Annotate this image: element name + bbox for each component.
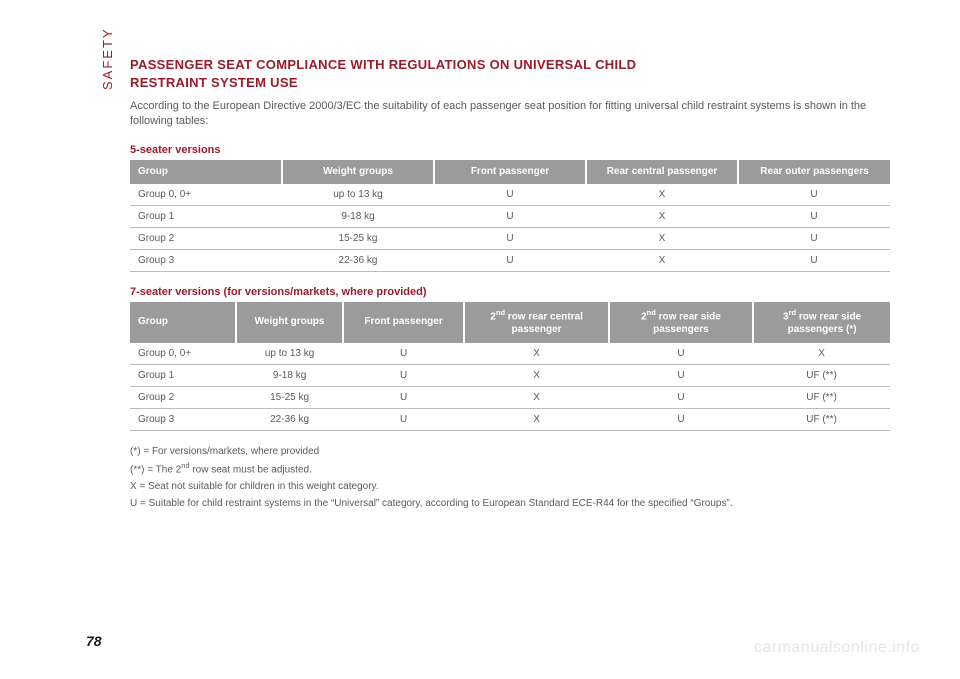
footnote-4: U = Suitable for child restraint systems… <box>130 497 890 512</box>
table-cell: up to 13 kg <box>236 343 342 365</box>
table-cell: U <box>343 343 465 365</box>
page-title: PASSENGER SEAT COMPLIANCE WITH REGULATIO… <box>130 56 890 91</box>
table-cell: X <box>464 408 608 430</box>
table-cell: U <box>609 343 753 365</box>
table-cell: UF (**) <box>753 386 890 408</box>
table-cell: up to 13 kg <box>282 184 434 206</box>
table-7-seater: GroupWeight groupsFront passenger2nd row… <box>130 302 890 430</box>
table-cell: 15-25 kg <box>282 228 434 250</box>
table-row: Group 215-25 kgUXU <box>130 228 890 250</box>
table-cell: U <box>343 364 465 386</box>
table-cell: U <box>434 228 586 250</box>
table-cell: U <box>609 364 753 386</box>
table-cell: U <box>343 408 465 430</box>
table-row: Group 0, 0+up to 13 kgUXU <box>130 184 890 206</box>
table-cell: Group 0, 0+ <box>130 343 236 365</box>
page-number: 78 <box>86 633 102 649</box>
table-cell: 22-36 kg <box>282 250 434 272</box>
table5-heading: 5-seater versions <box>130 144 890 156</box>
table-cell: 15-25 kg <box>236 386 342 408</box>
title-line-1: PASSENGER SEAT COMPLIANCE WITH REGULATIO… <box>130 57 636 72</box>
table-cell: U <box>609 408 753 430</box>
table-cell: U <box>738 228 890 250</box>
table-cell: 9-18 kg <box>282 206 434 228</box>
table-row: Group 19-18 kgUXU <box>130 206 890 228</box>
col-header: Group <box>130 160 282 185</box>
table-cell: U <box>434 184 586 206</box>
table-cell: Group 1 <box>130 364 236 386</box>
table-cell: 9-18 kg <box>236 364 342 386</box>
table-cell: Group 2 <box>130 228 282 250</box>
table-cell: U <box>434 250 586 272</box>
col-header: Front passenger <box>434 160 586 185</box>
table-cell: Group 1 <box>130 206 282 228</box>
col-header: 2nd row rear side passengers <box>609 302 753 342</box>
table-cell: U <box>738 250 890 272</box>
title-line-2: RESTRAINT SYSTEM USE <box>130 75 298 90</box>
page-content: PASSENGER SEAT COMPLIANCE WITH REGULATIO… <box>130 56 890 513</box>
watermark: carmanualsonline.info <box>754 639 920 657</box>
table-cell: X <box>586 228 738 250</box>
table-cell: Group 2 <box>130 386 236 408</box>
table-cell: Group 3 <box>130 408 236 430</box>
intro-text: According to the European Directive 2000… <box>130 99 890 130</box>
col-header: Rear outer passengers <box>738 160 890 185</box>
table-cell: X <box>586 250 738 272</box>
col-header: Weight groups <box>282 160 434 185</box>
footnote-2: (**) = The 2nd row seat must be adjusted… <box>130 461 890 478</box>
table-cell: X <box>586 206 738 228</box>
col-header: Group <box>130 302 236 342</box>
footnotes: (*) = For versions/markets, where provid… <box>130 445 890 511</box>
table-cell: Group 0, 0+ <box>130 184 282 206</box>
table-cell: U <box>609 386 753 408</box>
table-row: Group 0, 0+up to 13 kgUXUX <box>130 343 890 365</box>
col-header: Rear central passenger <box>586 160 738 185</box>
table-cell: UF (**) <box>753 364 890 386</box>
col-header: Front passenger <box>343 302 465 342</box>
section-label: SAFETY <box>100 27 115 90</box>
col-header: Weight groups <box>236 302 342 342</box>
table-cell: X <box>464 343 608 365</box>
table-cell: U <box>738 206 890 228</box>
table-row: Group 322-36 kgUXU <box>130 250 890 272</box>
table-row: Group 215-25 kgUXUUF (**) <box>130 386 890 408</box>
table7-heading: 7-seater versions (for versions/markets,… <box>130 286 890 298</box>
footnote-3: X = Seat not suitable for children in th… <box>130 480 890 495</box>
table-cell: X <box>586 184 738 206</box>
table-row: Group 19-18 kgUXUUF (**) <box>130 364 890 386</box>
table-cell: X <box>464 386 608 408</box>
footnote-1: (*) = For versions/markets, where provid… <box>130 445 890 460</box>
table-cell: UF (**) <box>753 408 890 430</box>
table-cell: U <box>738 184 890 206</box>
table-cell: U <box>434 206 586 228</box>
col-header: 3rd row rear side passengers (*) <box>753 302 890 342</box>
table-cell: U <box>343 386 465 408</box>
col-header: 2nd row rear central passenger <box>464 302 608 342</box>
table-cell: Group 3 <box>130 250 282 272</box>
table-cell: X <box>753 343 890 365</box>
table-5-seater: GroupWeight groupsFront passengerRear ce… <box>130 160 890 273</box>
table-cell: X <box>464 364 608 386</box>
table-row: Group 322-36 kgUXUUF (**) <box>130 408 890 430</box>
table-cell: 22-36 kg <box>236 408 342 430</box>
